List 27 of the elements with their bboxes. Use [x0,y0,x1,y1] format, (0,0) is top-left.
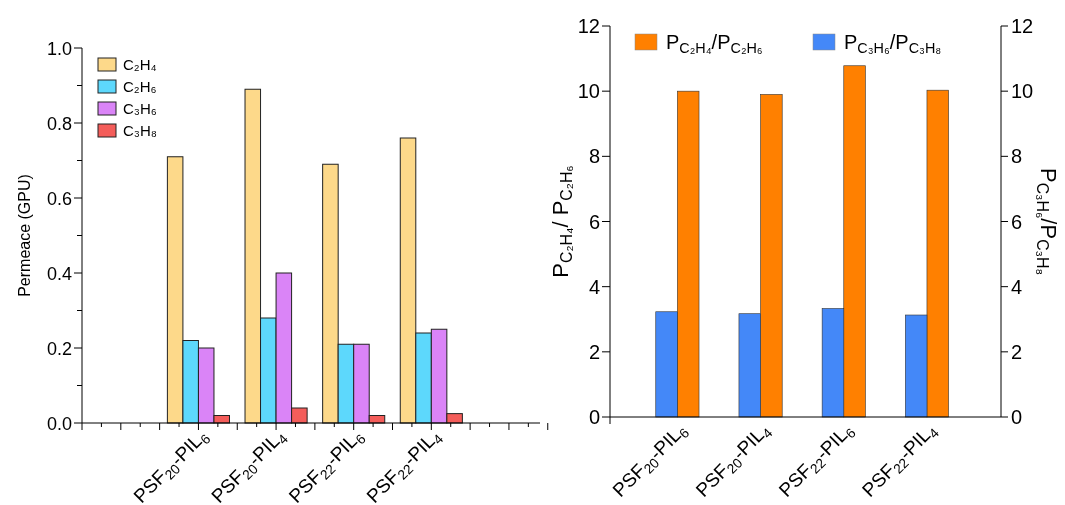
y2-tick-label: 12 [1011,15,1034,37]
y2-tick-label: 10 [1011,80,1034,103]
y-tick-label: 6 [588,210,600,233]
y2-tick-label: 0 [1011,406,1023,428]
legend-label: P$_{C₂H₄}$/P$_{C₂H₆}$ [666,31,763,56]
y2-tick-label: 8 [1011,145,1023,168]
y-tick-label: 0.2 [46,339,72,359]
legend-label: C₃H₆ [123,100,157,117]
y-tick-label: 8 [588,145,600,168]
y-tick-label: 2 [588,340,600,363]
y-tick-label: 0.4 [46,264,72,284]
y-tick-label: 0.8 [46,114,72,134]
y-tick-label: 4 [588,275,600,298]
legend-label: P$_{C₃H₆}$/P$_{C₃H₈}$ [844,31,942,56]
legend-label: C₂H₆ [123,78,157,95]
y-axis-title: Permeace (GPU) [16,174,33,297]
legend-label: C₂H₄ [123,56,157,73]
y-tick-label: 1.0 [46,39,72,59]
y2-tick-label: 4 [1011,275,1023,298]
y2-tick-label: 2 [1011,340,1023,363]
legend-label: C₃H₈ [123,122,157,139]
y-tick-label: 0.6 [46,189,72,209]
y2-tick-label: 6 [1011,210,1023,233]
y-tick-label: 0 [588,406,600,428]
y-tick-label: 0.0 [46,414,72,434]
y-tick-label: 12 [577,15,600,37]
y-tick-label: 10 [577,80,600,103]
